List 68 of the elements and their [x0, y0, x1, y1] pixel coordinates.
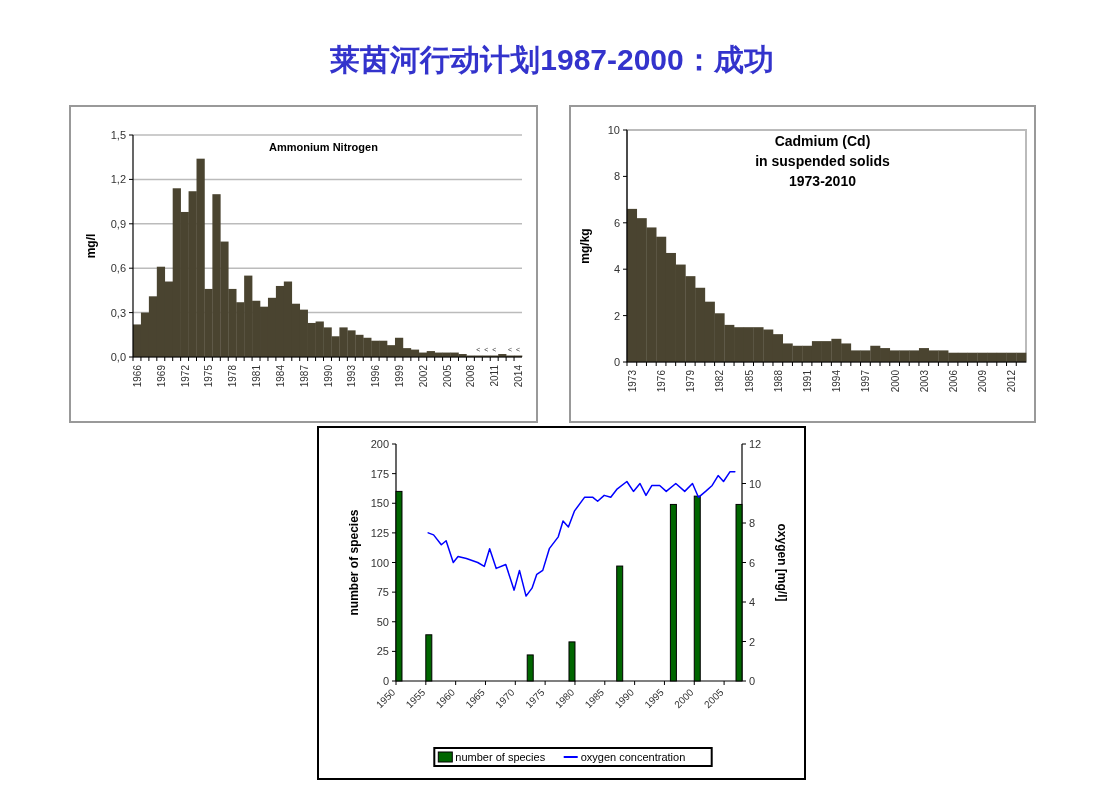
x-tick-label: 1991 — [802, 369, 814, 393]
y2-tick-label: 4 — [749, 596, 756, 608]
y-axis-title: mg/kg — [578, 228, 592, 264]
x-tick-label: 1975 — [203, 364, 215, 388]
x-tick-label: 2014 — [513, 364, 525, 388]
x-tick-label: 2009 — [977, 369, 989, 393]
y-tick-label: 0 — [382, 675, 389, 687]
y2-tick-label: 2 — [749, 635, 756, 648]
x-tick-label: 1979 — [685, 369, 697, 393]
y-tick-label: 75 — [376, 586, 389, 599]
x-tick-label: 1978 — [227, 364, 239, 388]
y-tick-label: 2 — [613, 309, 620, 322]
y2-axis-title: oxygen [mg/l] — [775, 523, 789, 602]
y-tick-label: 200 — [370, 438, 389, 450]
y-tick-label: 175 — [370, 467, 389, 480]
x-tick-label: 2003 — [918, 369, 930, 393]
y2-tick-label: 8 — [749, 517, 756, 529]
y-tick-label: 0 — [613, 356, 620, 368]
x-tick-label: 2011 — [489, 364, 501, 387]
x-tick-label: 1966 — [131, 364, 143, 388]
y-tick-label: 150 — [370, 497, 389, 510]
x-tick-label: 1982 — [714, 369, 726, 393]
x-tick-label: 1988 — [772, 369, 784, 393]
x-tick-label: 2005 — [441, 364, 453, 388]
x-tick-label: 2002 — [417, 364, 429, 388]
y2-tick-label: 12 — [749, 438, 762, 450]
x-tick-label: 2006 — [948, 369, 960, 393]
y-tick-label: 100 — [370, 556, 389, 569]
y-axis-title: mg/l — [84, 233, 98, 259]
x-tick-label: 1976 — [656, 369, 668, 393]
legend-label: number of species — [455, 751, 546, 763]
y-tick-label: 0,9 — [110, 217, 126, 230]
x-tick-label: 1987 — [298, 364, 310, 388]
y-tick-label: 1,2 — [110, 173, 126, 186]
y2-tick-label: 0 — [749, 675, 756, 687]
y-axis-title: number of species — [347, 509, 361, 616]
x-tick-label: 1985 — [743, 369, 755, 393]
y-tick-label: 0,3 — [110, 306, 126, 319]
y-tick-label: 4 — [613, 263, 620, 276]
y2-tick-label: 10 — [749, 477, 762, 490]
text: 莱茵河行动计划1987-2000：成功 — [329, 43, 774, 76]
text: Ammonium Nitrogen — [269, 141, 379, 153]
x-tick-label: 1984 — [274, 364, 286, 388]
y-tick-label: 10 — [607, 124, 620, 136]
x-tick-label: 1993 — [346, 364, 358, 388]
x-tick-label: 1994 — [831, 369, 843, 393]
text: Cadmium (Cd) in suspended solids 1973-2010 — [755, 133, 890, 189]
y-tick-label: 0,6 — [110, 262, 126, 275]
y-tick-label: 6 — [613, 216, 620, 229]
x-tick-label: 1996 — [370, 364, 382, 388]
x-tick-label: 1990 — [322, 364, 334, 388]
y-tick-label: 50 — [376, 615, 389, 628]
y-tick-label: 8 — [613, 170, 620, 183]
x-tick-label: 2012 — [1006, 369, 1018, 393]
y-tick-label: 1,5 — [110, 129, 126, 141]
y-tick-label: 25 — [376, 645, 389, 658]
x-tick-label: 2008 — [465, 364, 477, 388]
x-tick-label: 1973 — [626, 369, 638, 393]
x-tick-label: 2000 — [889, 369, 901, 393]
x-tick-label: 1969 — [155, 364, 167, 388]
x-tick-label: 1997 — [860, 369, 872, 393]
x-tick-label: 1999 — [393, 364, 405, 388]
legend-label: oxygen concentration — [580, 751, 686, 763]
x-tick-label: 1981 — [251, 364, 263, 388]
y-tick-label: 125 — [370, 526, 389, 539]
y2-tick-label: 6 — [749, 556, 756, 569]
x-tick-label: 1972 — [179, 364, 191, 388]
y-tick-label: 0,0 — [110, 351, 126, 363]
